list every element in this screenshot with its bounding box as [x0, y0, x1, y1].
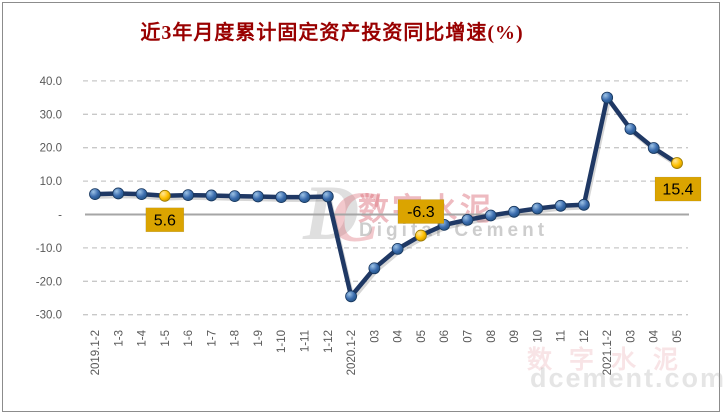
- x-tick-label: 2020.1-2: [346, 330, 358, 375]
- data-label-box: [397, 199, 445, 224]
- y-tick-label: -20.0: [36, 276, 62, 288]
- x-tick-label: 1-11: [300, 330, 312, 352]
- data-labels: 5.6 -6.3 15.4: [145, 176, 702, 233]
- x-tick-label: 1-3: [113, 330, 125, 347]
- data-point: [112, 187, 125, 200]
- data-label-value: -6.3: [407, 204, 435, 221]
- y-tick-label: 20.0: [40, 143, 62, 155]
- y-tick-label: -: [58, 210, 62, 222]
- data-point: [275, 191, 288, 204]
- x-tick-label: 1-8: [230, 330, 242, 347]
- y-tick-label: -10.0: [36, 243, 62, 255]
- data-point: [368, 262, 381, 275]
- series-line: [92, 95, 681, 302]
- x-tick-label: 03: [369, 330, 381, 343]
- x-tick-label: 1-6: [183, 330, 195, 347]
- x-tick-label: 12: [579, 330, 591, 343]
- x-tick-label: 2021.1-2: [602, 330, 614, 375]
- data-point: [508, 205, 520, 218]
- data-point: [89, 188, 101, 201]
- data-point: [554, 199, 567, 212]
- x-tick-label: 1-4: [137, 329, 149, 346]
- data-label-box: [654, 176, 702, 202]
- data-point: [182, 189, 195, 202]
- x-tick-label: 05: [672, 330, 684, 343]
- x-tick-label: 1-9: [253, 330, 265, 347]
- data-point: [647, 142, 660, 154]
- data-point: [461, 213, 474, 226]
- data-point: [205, 189, 218, 202]
- series-line-shadow: [94, 97, 681, 302]
- highlighted-data-point: [158, 189, 171, 202]
- chart-title: 近3年月度累计固定资产投资同比增速(%): [140, 22, 524, 44]
- x-tick-label: 04: [393, 329, 405, 342]
- x-tick-label: 1-10: [276, 330, 288, 353]
- data-point: [228, 190, 241, 203]
- data-point: [484, 209, 497, 222]
- x-tick-label: 1-12: [323, 330, 335, 353]
- x-tick-label: 04: [649, 329, 661, 342]
- data-label-box: [145, 207, 185, 233]
- highlighted-data-point: [415, 229, 427, 242]
- data-point: [135, 188, 148, 201]
- x-tick-label: 06: [439, 330, 451, 343]
- x-tick-label: 11: [556, 330, 568, 342]
- data-point: [531, 202, 544, 215]
- y-tick-label: -30.0: [36, 310, 62, 322]
- x-tick-label: 1-7: [206, 330, 218, 347]
- x-tick-label: 07: [462, 330, 474, 343]
- x-tick-label: 09: [509, 330, 521, 343]
- data-point: [298, 191, 311, 204]
- x-tick-label: 08: [486, 330, 498, 343]
- data-point: [601, 91, 614, 104]
- y-tick-label: 10.0: [40, 176, 62, 188]
- x-tick-labels: 2019.1-2 1-3 1-4 1-5 1-6 1-7 1-8 1-9 1-10 1-11 1-1…: [90, 329, 684, 375]
- y-tick-label: 30.0: [40, 109, 62, 121]
- data-point: [321, 190, 334, 203]
- x-tick-label: 03: [625, 330, 637, 343]
- data-point: [345, 290, 357, 303]
- x-tick-label: 10: [532, 330, 544, 343]
- y-tick-label: 40.0: [40, 76, 62, 88]
- x-tick-label: 2019.1-2: [90, 330, 102, 375]
- highlighted-data-point: [671, 157, 683, 169]
- data-point: [624, 123, 637, 135]
- y-gridlines: [83, 80, 689, 316]
- data-point: [252, 190, 264, 203]
- x-tick-label: 1-5: [160, 330, 172, 347]
- data-point: [577, 198, 590, 211]
- data-label-value: 5.6: [154, 212, 176, 229]
- x-tick-label: 05: [416, 330, 428, 343]
- y-tick-labels: 40.0 30.0 20.0 10.0 - -10.0 -20.0 -30.0: [36, 76, 62, 322]
- data-point: [391, 243, 404, 255]
- data-points: [89, 91, 683, 303]
- data-label-value: 15.4: [662, 182, 693, 199]
